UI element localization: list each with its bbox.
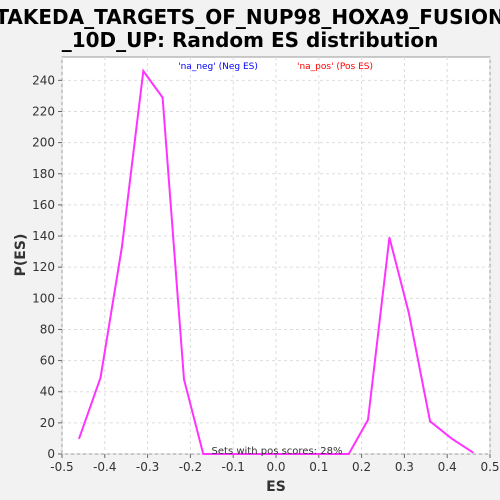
data-point xyxy=(202,453,205,455)
x-tick-label: -0.2 xyxy=(179,460,202,474)
x-tick-label: 0.0 xyxy=(266,460,285,474)
x-tick-label: 0.1 xyxy=(309,460,328,474)
data-point xyxy=(407,311,410,314)
data-point xyxy=(388,236,391,239)
data-point xyxy=(245,453,247,455)
y-axis-ticks: 0 20 40 60 80 100 120 140 160 180 200 220 240 xyxy=(32,73,62,461)
y-tick-label: 160 xyxy=(32,198,55,212)
data-point xyxy=(223,453,226,455)
y-tick-label: 140 xyxy=(32,229,55,243)
data-point xyxy=(266,453,269,455)
series-layer xyxy=(78,68,474,455)
data-point xyxy=(99,376,102,379)
legend-neg-es: 'na_neg' (Neg ES) xyxy=(178,62,258,72)
x-tick-label: 0.4 xyxy=(438,460,457,474)
data-point xyxy=(183,378,185,381)
y-tick-label: 60 xyxy=(40,354,55,368)
x-axis-ticks: -0.5 -0.4 -0.3 -0.2 -0.1 0.0 0.1 0.2 0.3 0.4 0.5 xyxy=(50,454,500,474)
x-tick-label: -0.4 xyxy=(93,460,116,474)
y-tick-label: 180 xyxy=(32,167,55,181)
data-point xyxy=(347,453,350,455)
data-point xyxy=(309,453,312,455)
y-tick-label: 200 xyxy=(32,136,55,150)
y-tick-label: 220 xyxy=(32,104,55,118)
data-point xyxy=(450,437,453,440)
y-axis-label: P(ES) xyxy=(13,234,29,277)
x-tick-label: 0.3 xyxy=(395,460,414,474)
x-axis-label: ES xyxy=(266,479,286,495)
y-tick-label: 100 xyxy=(32,291,55,305)
x-tick-label: 0.5 xyxy=(480,460,499,474)
data-point xyxy=(429,420,431,423)
data-point xyxy=(328,453,331,455)
y-tick-label: 20 xyxy=(40,416,55,430)
y-tick-label: 80 xyxy=(40,322,55,336)
data-point xyxy=(161,96,164,99)
x-tick-label: -0.5 xyxy=(50,460,73,474)
data-point xyxy=(288,453,290,455)
data-point xyxy=(472,451,474,454)
y-tick-label: 0 xyxy=(47,447,55,461)
x-tick-label: -0.3 xyxy=(136,460,159,474)
x-tick-label: 0.2 xyxy=(352,460,371,474)
data-point xyxy=(142,70,145,72)
es-distribution-line xyxy=(78,68,474,455)
chart-title-line-1: TAKEDA_TARGETS_OF_NUP98_HOXA9_FUSION xyxy=(0,5,500,29)
legend-pos-es: 'na_pos' (Pos ES) xyxy=(297,62,373,72)
y-tick-label: 120 xyxy=(32,260,55,274)
data-point xyxy=(121,246,123,248)
chart-title-line-2: _10D_UP: Random ES distribution xyxy=(62,28,439,52)
y-tick-label: 40 xyxy=(40,385,55,399)
x-tick-label: -0.1 xyxy=(221,460,244,474)
data-point xyxy=(367,418,369,421)
y-tick-label: 240 xyxy=(32,73,55,87)
pos-scores-annotation: Sets with pos scores: 28% xyxy=(212,446,343,457)
data-point xyxy=(78,437,80,440)
